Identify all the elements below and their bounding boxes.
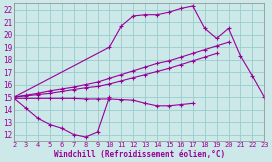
X-axis label: Windchill (Refroidissement éolien,°C): Windchill (Refroidissement éolien,°C)	[54, 150, 225, 159]
